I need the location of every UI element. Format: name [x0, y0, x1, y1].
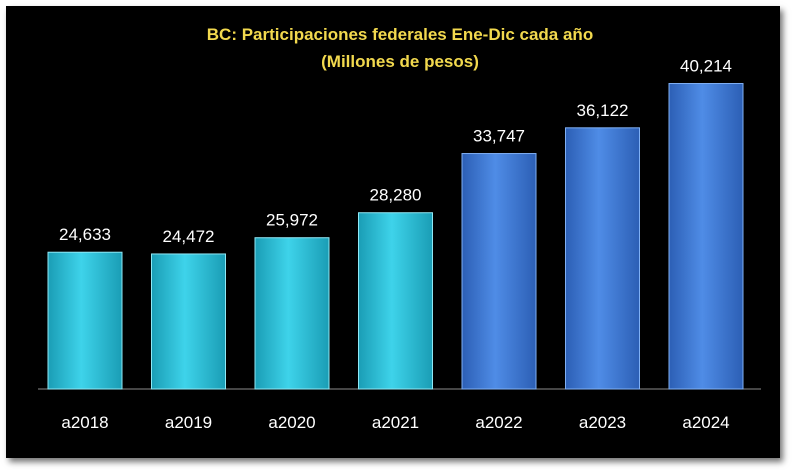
value-label-a2023: 36,122 [577, 101, 629, 120]
x-tick-label-a2019: a2019 [165, 413, 212, 432]
bar-a2020 [254, 237, 330, 390]
bar-a2024 [668, 83, 744, 390]
x-tick-label-a2020: a2020 [268, 413, 315, 432]
value-label-a2024: 40,214 [680, 57, 732, 76]
chart-title: BC: Participaciones federales Ene-Dic ca… [207, 25, 593, 44]
bar-a2019 [151, 253, 226, 390]
bar-series: 24,633 a2018 24,472 a2019 25,972 a2020 28,280 a… [47, 57, 744, 432]
value-label-a2022: 33,747 [473, 127, 525, 146]
bar-a2021 [358, 212, 433, 390]
x-tick-label-a2024: a2024 [682, 413, 729, 432]
value-label-a2021: 28,280 [370, 186, 422, 205]
x-tick-label-a2022: a2022 [475, 413, 522, 432]
value-label-a2019: 24,472 [163, 227, 215, 246]
bar-a2022 [461, 153, 537, 390]
x-tick-label-a2021: a2021 [372, 413, 419, 432]
x-tick-label-a2023: a2023 [579, 413, 626, 432]
bar-a2023 [565, 127, 640, 390]
value-label-a2020: 25,972 [266, 211, 318, 230]
x-tick-label-a2018: a2018 [61, 413, 108, 432]
chart-subtitle: (Millones de pesos) [321, 52, 479, 71]
bar-a2018 [47, 251, 123, 390]
value-label-a2018: 24,633 [59, 225, 111, 244]
